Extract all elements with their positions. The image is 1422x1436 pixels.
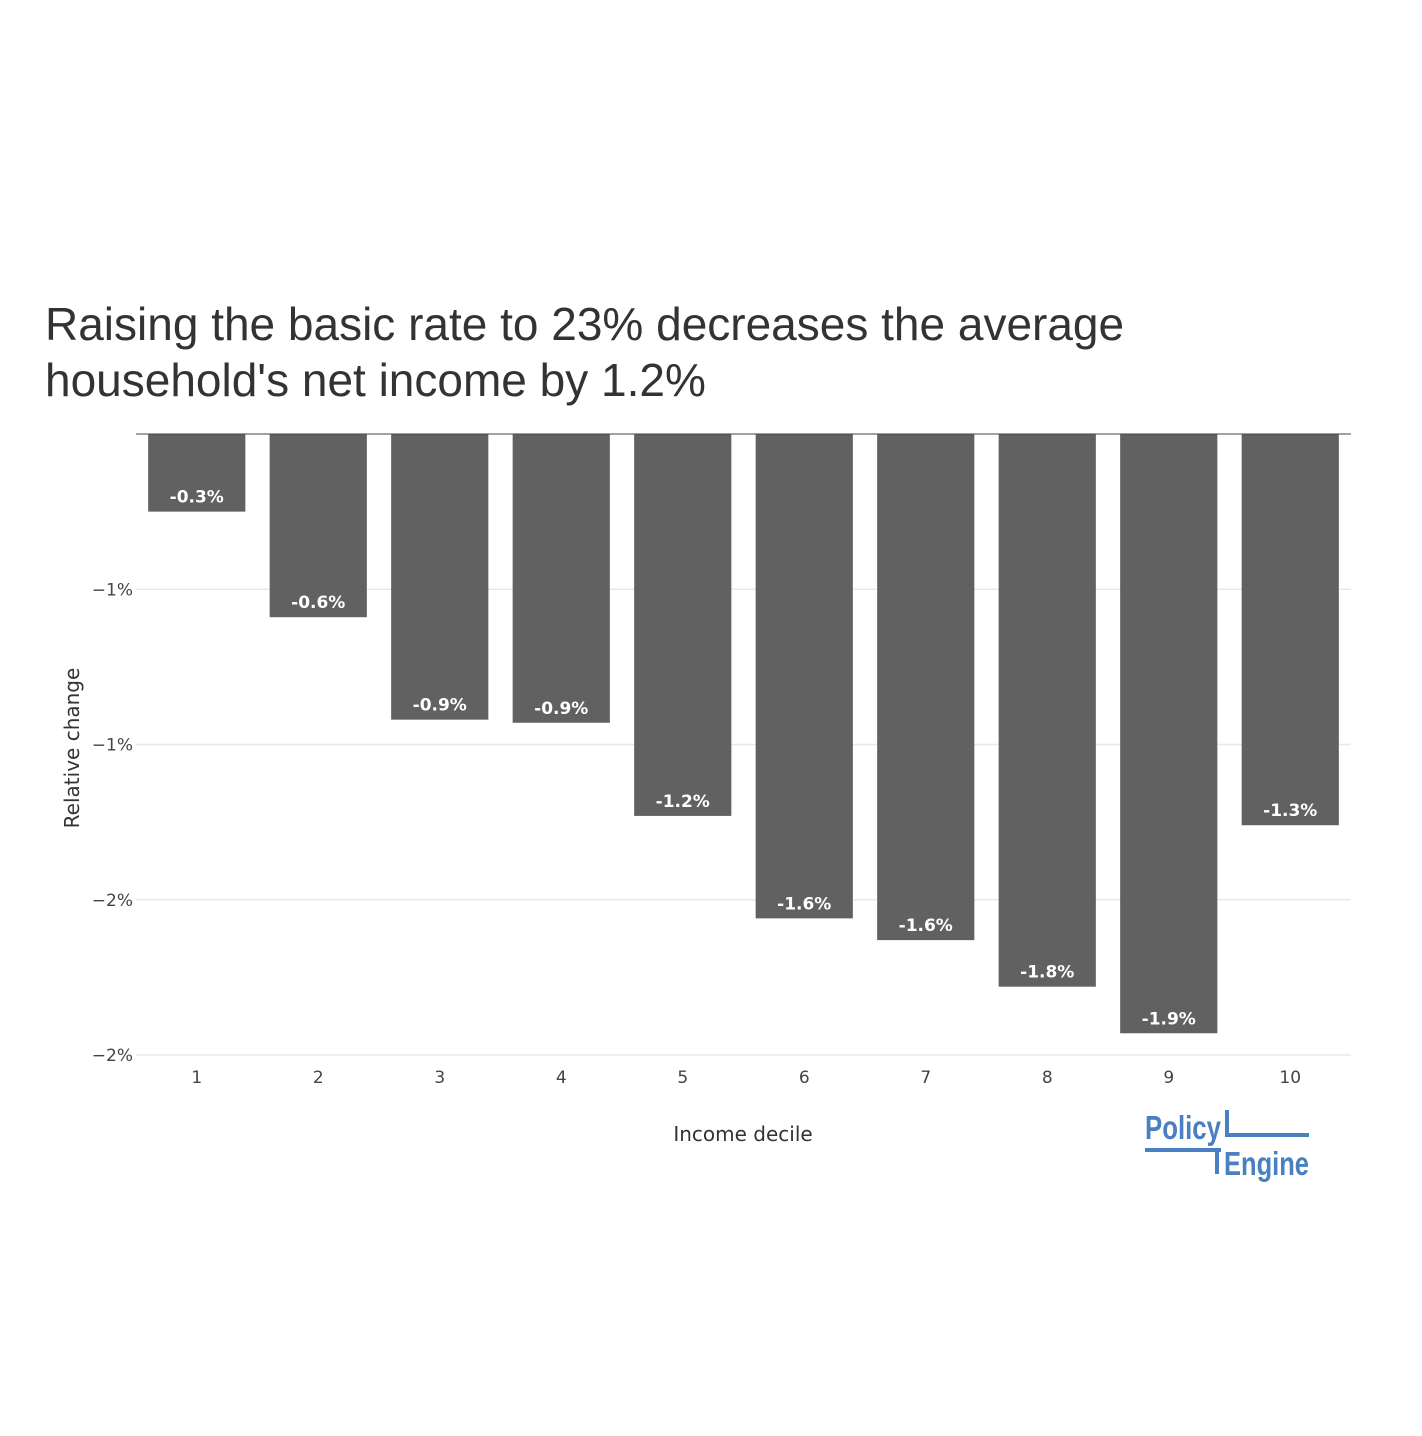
chart-title: Raising the basic rate to 23% decreases … bbox=[45, 296, 1345, 408]
x-tick-label: 1 bbox=[191, 1068, 202, 1088]
bar-decile-7 bbox=[877, 434, 975, 941]
bar-data-label: -1.9% bbox=[1142, 1009, 1196, 1029]
x-axis-title: Income decile bbox=[673, 1122, 812, 1146]
bar-decile-5 bbox=[634, 434, 732, 816]
y-axis-ticks: −1% −1% −2% −2% bbox=[92, 580, 133, 1066]
logo-bar-bottom-horizontal bbox=[1145, 1148, 1221, 1152]
bar-data-label: -0.3% bbox=[170, 488, 224, 508]
bars: -0.3% -0.6% -0.9% -0.9% -1.2% -1.6% -1.6% -1.8%… bbox=[148, 434, 1339, 1034]
x-tick-label: 4 bbox=[556, 1068, 567, 1088]
bar-data-label: -1.2% bbox=[656, 792, 710, 812]
x-axis-ticks: 1 2 3 4 5 6 7 8 9 10 bbox=[191, 1068, 1301, 1088]
x-tick-label: 5 bbox=[677, 1068, 688, 1088]
x-tick-label: 8 bbox=[1042, 1068, 1053, 1088]
bar-data-label: -1.8% bbox=[1020, 963, 1074, 983]
bar-decile-8 bbox=[998, 434, 1096, 987]
bar-decile-1 bbox=[148, 434, 246, 512]
y-tick-label: −2% bbox=[92, 891, 133, 911]
x-tick-label: 6 bbox=[799, 1068, 810, 1088]
logo-bar-top-vertical bbox=[1225, 1110, 1229, 1136]
bar-decile-2 bbox=[269, 434, 367, 618]
y-tick-label: −2% bbox=[92, 1046, 133, 1066]
logo-bar-bottom-vertical bbox=[1215, 1148, 1219, 1174]
bar-decile-4 bbox=[512, 434, 610, 723]
bar-data-label: -1.6% bbox=[899, 916, 953, 936]
y-axis-title: Relative change bbox=[60, 668, 84, 829]
bar-decile-10 bbox=[1241, 434, 1339, 826]
y-tick-label: −1% bbox=[92, 736, 133, 756]
y-tick-label: −1% bbox=[92, 580, 133, 600]
bar-data-label: -0.9% bbox=[413, 696, 467, 716]
bar-data-label: -1.3% bbox=[1263, 801, 1317, 821]
x-tick-label: 9 bbox=[1163, 1068, 1174, 1088]
logo-bar-top-horizontal bbox=[1225, 1133, 1309, 1137]
bar-data-label: -0.6% bbox=[291, 593, 345, 613]
bar-data-label: -0.9% bbox=[534, 699, 588, 719]
chart-title-line-1: Raising the basic rate to 23% decreases … bbox=[45, 298, 1125, 350]
bar-decile-3 bbox=[391, 434, 489, 720]
logo-text-engine: Engine bbox=[1224, 1145, 1309, 1182]
x-tick-label: 10 bbox=[1279, 1068, 1301, 1088]
x-tick-label: 7 bbox=[920, 1068, 931, 1088]
bar-decile-9 bbox=[1120, 434, 1218, 1034]
x-tick-label: 3 bbox=[434, 1068, 445, 1088]
bar-data-label: -1.6% bbox=[777, 894, 831, 914]
chart-title-line-2: household's net income by 1.2% bbox=[45, 354, 706, 406]
logo-text-policy: Policy bbox=[1145, 1109, 1222, 1146]
bar-decile-6 bbox=[755, 434, 853, 919]
policyengine-logo: Policy Engine bbox=[1145, 1109, 1309, 1182]
x-tick-label: 2 bbox=[313, 1068, 324, 1088]
